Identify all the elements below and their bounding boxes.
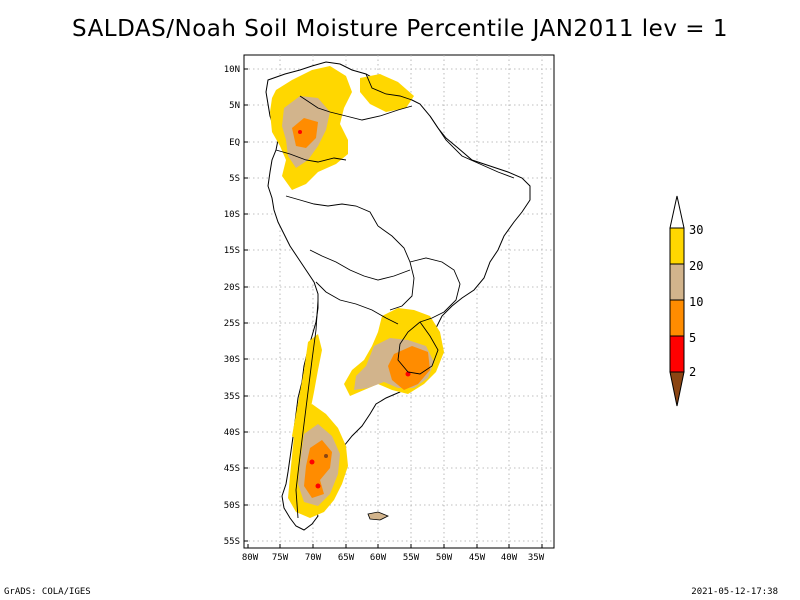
colorbar-top-arrow [669, 195, 685, 229]
venezuela-dry-region [360, 74, 414, 112]
colorbar-band-20-30 [669, 227, 685, 265]
lat-label-20s: 20S [224, 283, 240, 293]
colorbar-label-10: 10 [689, 295, 703, 309]
north-orange-region [292, 118, 318, 148]
latitude-labels: 10N 5N EQ 5S 10S 15S 20S 25S 30S 35S 40S… [224, 65, 240, 547]
footer-credit: GrADS: COLA/IGES [4, 587, 91, 597]
colorbar-bottom-arrow [669, 371, 685, 407]
lon-label-55w: 55W [403, 553, 420, 563]
lon-label-60w: 60W [370, 553, 387, 563]
lat-label-10s: 10S [224, 210, 240, 220]
lon-label-40w: 40W [501, 553, 518, 563]
dry-spot [298, 130, 302, 134]
axis-ticks [244, 68, 543, 548]
soil-moisture-shading [270, 66, 444, 521]
colorbar-label-5: 5 [689, 331, 696, 345]
colorbar-labels: 30 20 10 5 2 [689, 223, 703, 379]
colorbar [669, 195, 685, 407]
lat-label-55s: 55S [224, 537, 240, 547]
dry-spot [405, 371, 411, 377]
lat-label-30s: 30S [224, 355, 240, 365]
lon-label-65w: 65W [338, 553, 355, 563]
lon-label-50w: 50W [436, 553, 453, 563]
footer-timestamp: 2021-05-12-17:38 [691, 587, 778, 597]
colorbar-label-20: 20 [689, 259, 703, 273]
lat-label-35s: 35S [224, 392, 240, 402]
lat-label-25s: 25S [224, 319, 240, 329]
lat-label-40s: 40S [224, 428, 240, 438]
country-borders [275, 73, 515, 519]
map-frame [243, 54, 555, 549]
map-title: SALDAS/Noah Soil Moisture Percentile JAN… [72, 16, 728, 42]
falklands-island [367, 511, 389, 521]
lon-label-35w: 35W [528, 553, 545, 563]
andes-dry-strip [292, 334, 322, 442]
colorbar-band-2-5 [669, 335, 685, 373]
longitude-labels: 80W 75W 70W 65W 60W 55W 50W 45W 40W 35W [242, 553, 545, 563]
dry-spot [315, 483, 321, 489]
dry-spot [324, 454, 328, 458]
lat-label-50s: 50S [224, 501, 240, 511]
lon-label-45w: 45W [469, 553, 486, 563]
lat-label-5s: 5S [229, 174, 240, 184]
lat-label-15s: 15S [224, 246, 240, 256]
lon-label-80w: 80W [242, 553, 259, 563]
lat-label-eq: EQ [229, 138, 240, 148]
lat-label-5n: 5N [229, 101, 240, 111]
lat-label-45s: 45S [224, 464, 240, 474]
colorbar-band-5-10 [669, 299, 685, 337]
colorbar-label-30: 30 [689, 223, 703, 237]
lat-label-10n: 10N [224, 65, 240, 75]
lon-label-75w: 75W [272, 553, 289, 563]
lon-label-70w: 70W [305, 553, 322, 563]
colorbar-band-10-20 [669, 263, 685, 301]
colorbar-label-2: 2 [689, 365, 696, 379]
dry-spot [309, 459, 315, 465]
